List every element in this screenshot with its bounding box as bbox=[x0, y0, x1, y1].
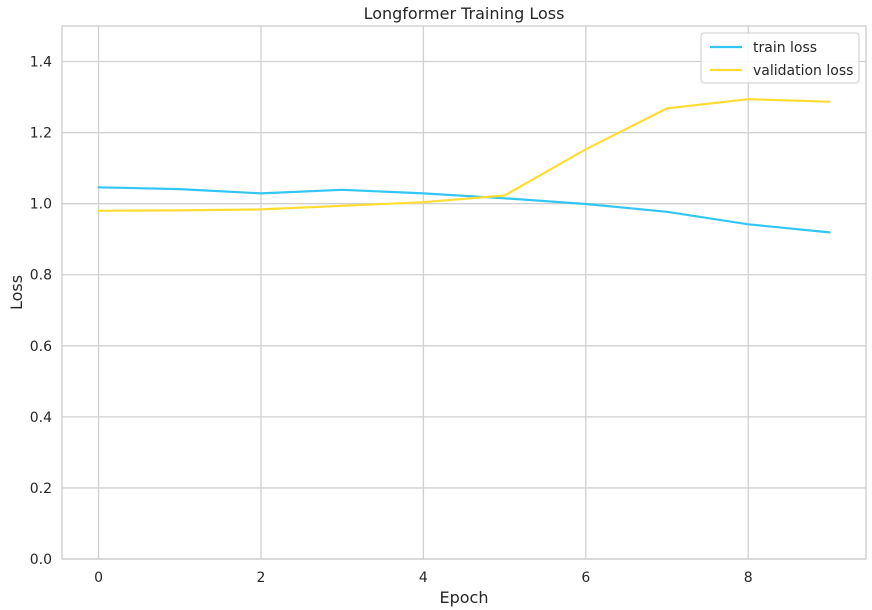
x-tick-label: 6 bbox=[581, 570, 590, 586]
y-axis-ticks: 0.0 0.2 0.4 0.6 0.8 1.0 1.2 1.4 bbox=[30, 55, 52, 568]
y-tick-label: 1.2 bbox=[30, 126, 52, 142]
legend-label: train loss bbox=[753, 40, 817, 56]
series-lines bbox=[97, 98, 831, 234]
y-tick-label: 1.0 bbox=[30, 197, 52, 213]
y-tick-label: 0.2 bbox=[30, 481, 52, 497]
y-tick-label: 1.4 bbox=[30, 55, 52, 71]
x-axis-ticks: 0 2 4 6 8 bbox=[94, 570, 753, 586]
x-tick-label: 0 bbox=[94, 570, 103, 586]
legend: train loss validation loss bbox=[700, 32, 860, 84]
x-axis-label: Epoch bbox=[440, 588, 489, 607]
plot-frame bbox=[61, 25, 867, 560]
y-tick-label: 0.6 bbox=[30, 339, 52, 355]
chart-title: Longformer Training Loss bbox=[364, 4, 565, 23]
y-tick-label: 0.4 bbox=[30, 410, 52, 426]
y-axis-label: Loss bbox=[7, 275, 26, 310]
y-tick-label: 0.0 bbox=[30, 552, 52, 568]
series-line-train-loss bbox=[97, 186, 831, 234]
x-tick-label: 4 bbox=[419, 570, 428, 586]
y-tick-label: 0.8 bbox=[30, 268, 52, 284]
legend-label: validation loss bbox=[753, 63, 853, 79]
series-line-validation-loss bbox=[97, 98, 831, 212]
x-tick-label: 2 bbox=[257, 570, 266, 586]
x-tick-label: 8 bbox=[744, 570, 753, 586]
grid bbox=[62, 26, 866, 560]
